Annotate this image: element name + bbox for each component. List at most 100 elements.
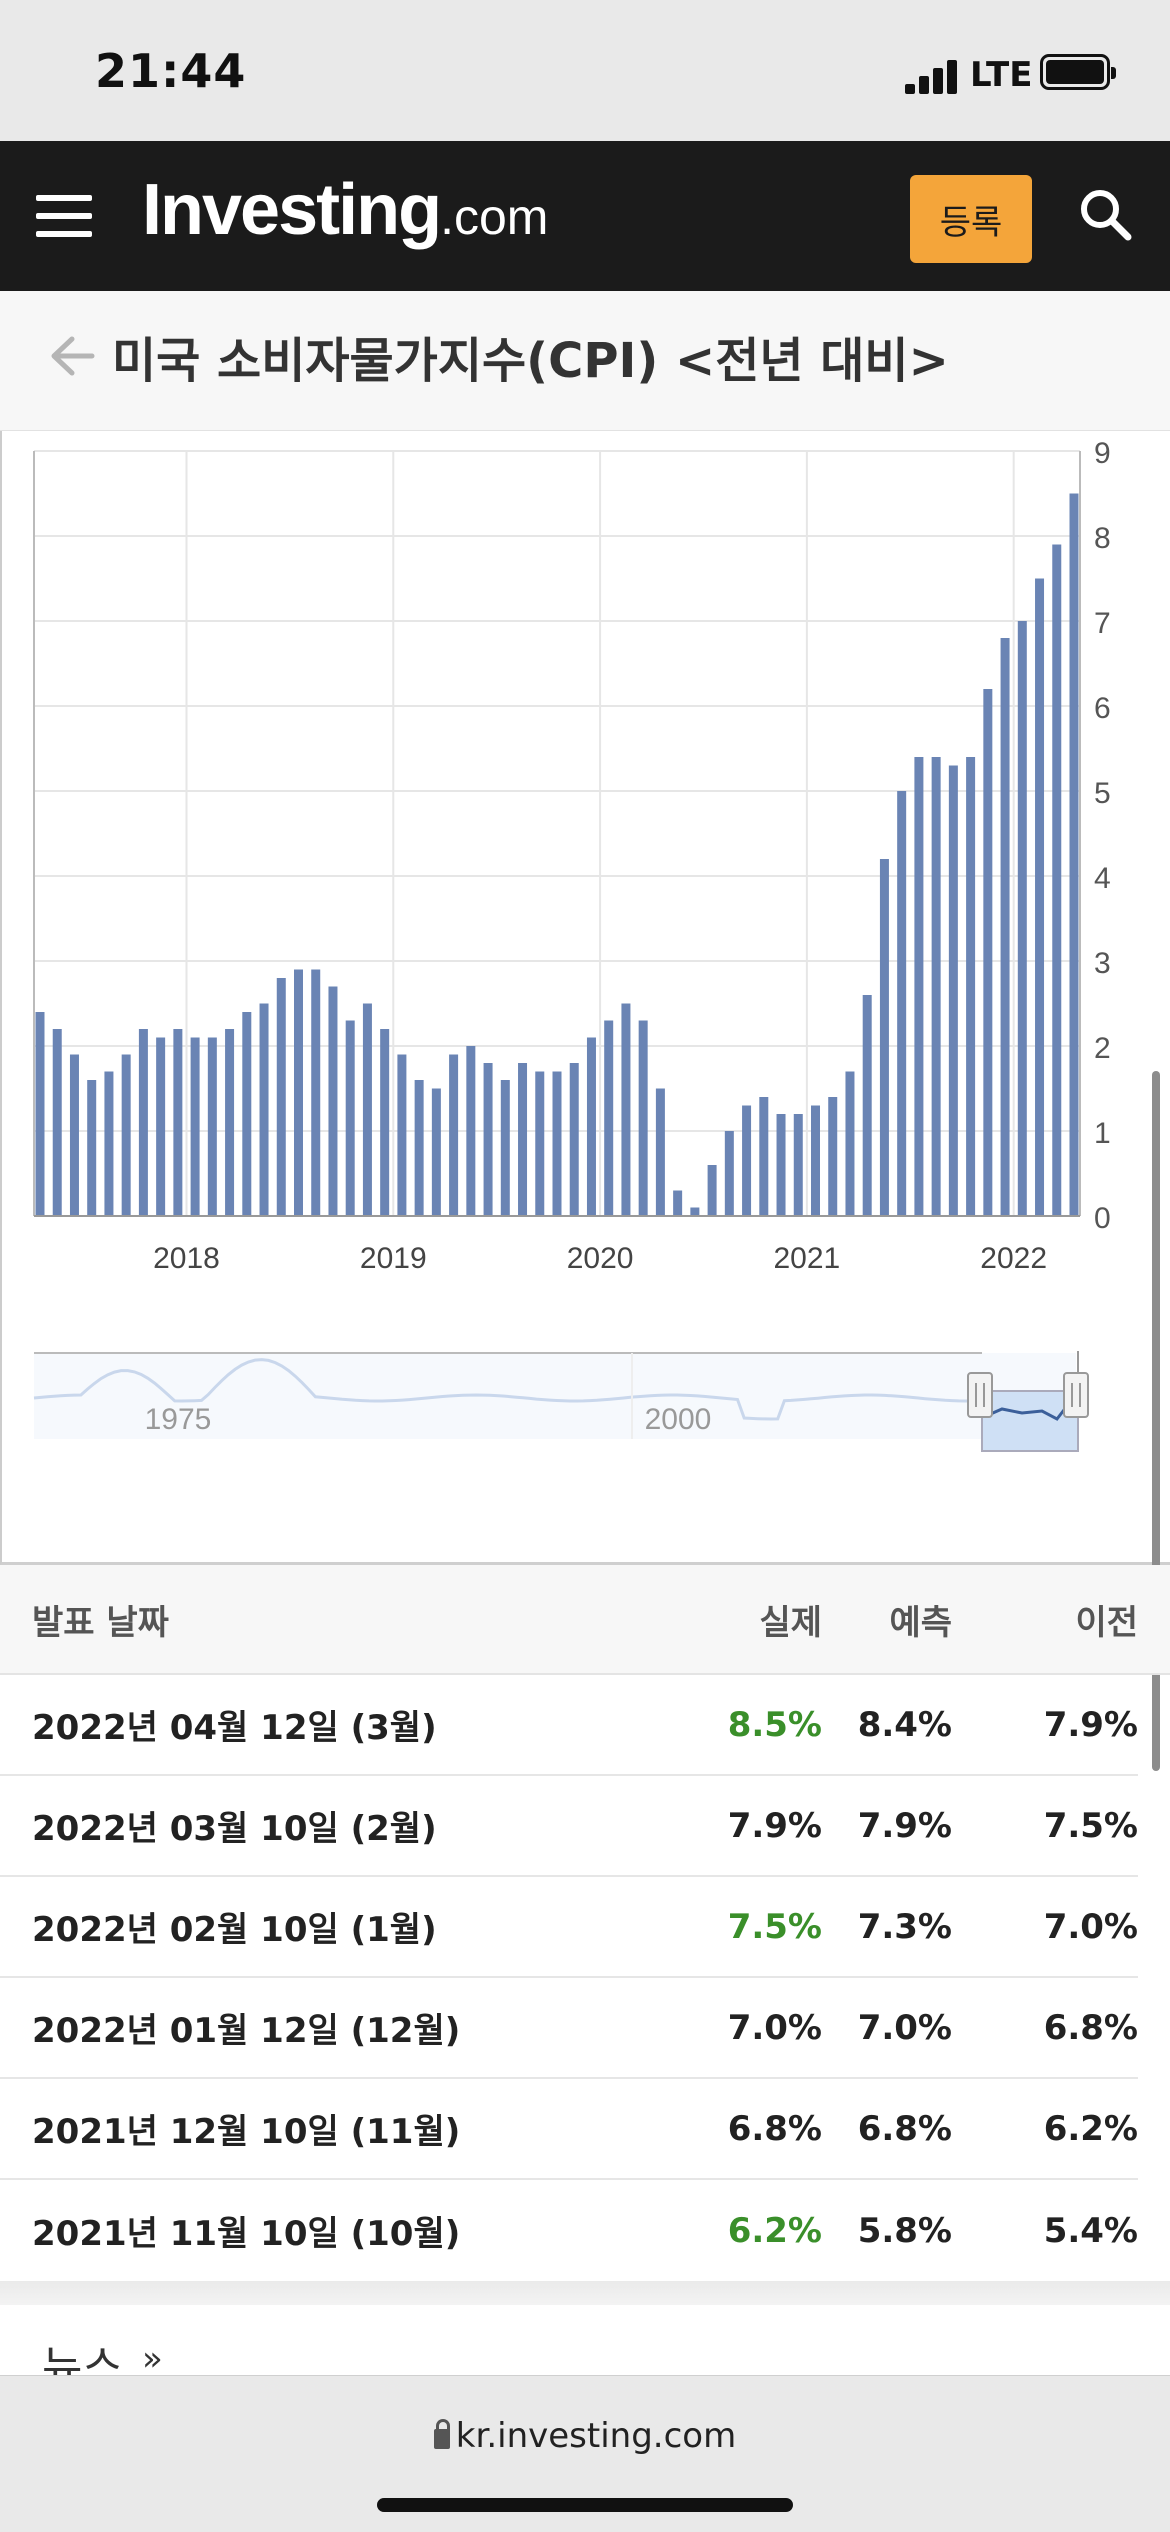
logo-main: Investing xyxy=(142,170,442,250)
row-actual: 7.9% xyxy=(727,1805,822,1846)
bar xyxy=(845,1071,855,1216)
x-tick-label: 2019 xyxy=(360,1242,427,1275)
status-bar: 21:44 LTE xyxy=(0,0,1170,141)
cpi-chart[interactable]: 0 1 2 3 4 5 6 7 8 9 2018 2019 2020 2021 2022 1975 2000 xyxy=(0,431,1170,1771)
app-header: Investing.com 등록 xyxy=(0,141,1170,291)
y-tick-label: 7 xyxy=(1094,607,1111,640)
row-previous: 7.9% xyxy=(1043,1704,1138,1745)
bar xyxy=(311,969,321,1216)
bar xyxy=(931,757,941,1216)
bar xyxy=(948,765,958,1216)
navigator-series xyxy=(33,1358,972,1421)
bar xyxy=(1052,544,1062,1216)
url-bar[interactable]: kr.investing.com xyxy=(0,2416,1170,2456)
bar xyxy=(655,1088,665,1216)
bar xyxy=(414,1080,424,1216)
table-row: 2022년 03월 10일 (2월) 7.9% 7.9% 7.5% xyxy=(0,1776,1138,1877)
back-arrow-icon[interactable] xyxy=(46,331,96,381)
search-icon[interactable] xyxy=(1078,187,1132,241)
home-indicator[interactable] xyxy=(377,2498,793,2512)
table-row: 2022년 04월 12일 (3월) 8.5% 8.4% 7.9% xyxy=(0,1675,1138,1776)
bar xyxy=(380,1029,390,1216)
x-tick-label: 2021 xyxy=(774,1242,841,1275)
row-forecast: 7.3% xyxy=(857,1906,952,1947)
row-date: 2022년 02월 10일 (1월) xyxy=(32,1910,437,1950)
bar xyxy=(759,1097,769,1216)
y-tick-label: 0 xyxy=(1094,1202,1111,1235)
row-forecast: 5.8% xyxy=(857,2210,952,2251)
bar xyxy=(897,791,907,1216)
x-tick-label: 2022 xyxy=(980,1242,1047,1275)
y-tick-label: 9 xyxy=(1094,437,1111,470)
y-tick-label: 1 xyxy=(1094,1117,1111,1150)
row-forecast: 7.9% xyxy=(857,1805,952,1846)
news-section-link[interactable]: 뉴스 » xyxy=(0,2305,1170,2393)
bar xyxy=(862,995,872,1216)
bar xyxy=(397,1054,407,1216)
logo-suffix: .com xyxy=(440,189,549,245)
status-time: 21:44 xyxy=(95,44,247,98)
row-date: 2022년 04월 12일 (3월) xyxy=(32,1708,437,1748)
bar xyxy=(742,1105,752,1216)
x-tick-label: 2020 xyxy=(567,1242,634,1275)
news-arrow-icon: » xyxy=(142,2339,163,2379)
bar xyxy=(328,986,338,1216)
bar xyxy=(983,689,993,1216)
navigator-label: 1975 xyxy=(145,1403,212,1436)
bar xyxy=(87,1080,97,1216)
row-date: 2021년 12월 10일 (11월) xyxy=(32,2112,461,2152)
bar xyxy=(259,1003,269,1216)
bar xyxy=(483,1063,493,1216)
header-previous: 이전 xyxy=(1075,1602,1138,1643)
lock-icon xyxy=(433,2419,450,2449)
release-table: 발표 날짜 실제 예측 이전 2022년 04월 12일 (3월) 8.5% 8… xyxy=(0,1565,1170,2307)
row-actual: 7.0% xyxy=(727,2007,822,2048)
y-tick-label: 3 xyxy=(1094,947,1111,980)
bar xyxy=(276,978,286,1216)
investing-logo[interactable]: Investing.com xyxy=(142,169,548,251)
chart-svg[interactable]: 0 1 2 3 4 5 6 7 8 9 2018 2019 2020 2021 2022 1975 2000 xyxy=(2,431,1170,1562)
row-date: 2021년 11월 10일 (10월) xyxy=(32,2214,461,2254)
bar xyxy=(138,1029,148,1216)
bar xyxy=(500,1080,510,1216)
y-tick-label: 2 xyxy=(1094,1032,1111,1065)
navigator-selection xyxy=(981,1390,1079,1452)
bar xyxy=(190,1037,200,1216)
bar xyxy=(466,1046,476,1216)
row-actual: 8.5% xyxy=(727,1704,822,1745)
bar xyxy=(1017,621,1027,1216)
bar xyxy=(707,1165,717,1216)
bar xyxy=(431,1088,441,1216)
table-row: 2022년 02월 10일 (1월) 7.5% 7.3% 7.0% xyxy=(0,1877,1138,1978)
row-date: 2022년 01월 12일 (12월) xyxy=(32,2011,461,2051)
y-tick-label: 6 xyxy=(1094,692,1111,725)
hamburger-menu-icon[interactable] xyxy=(36,195,92,237)
bar xyxy=(207,1037,217,1216)
row-forecast: 6.8% xyxy=(857,2108,952,2149)
bar xyxy=(173,1029,183,1216)
row-actual: 6.2% xyxy=(727,2210,822,2251)
bar xyxy=(879,859,889,1216)
header-actual: 실제 xyxy=(759,1602,822,1643)
navigator-label: 2000 xyxy=(645,1403,712,1436)
bar xyxy=(690,1207,700,1216)
bar xyxy=(242,1012,252,1216)
bar xyxy=(535,1071,545,1216)
x-tick-label: 2018 xyxy=(153,1242,220,1275)
row-previous: 5.4% xyxy=(1043,2210,1138,2251)
title-row: 미국 소비자물가지수(CPI) <전년 대비> xyxy=(0,291,1170,431)
register-button[interactable]: 등록 xyxy=(910,175,1032,263)
y-tick-label: 4 xyxy=(1094,862,1111,895)
table-row: 2021년 12월 10일 (11월) 6.8% 6.8% 6.2% xyxy=(0,2079,1138,2180)
table-row: 2022년 01월 12일 (12월) 7.0% 7.0% 6.8% xyxy=(0,1978,1138,2079)
page-scrollbar[interactable] xyxy=(1152,1071,1160,1771)
page-title: 미국 소비자물가지수(CPI) <전년 대비> xyxy=(112,333,949,389)
signal-icon xyxy=(905,58,961,94)
bar xyxy=(1069,493,1079,1216)
battery-icon xyxy=(1040,54,1116,90)
bar xyxy=(1000,638,1010,1216)
table-row: 2021년 11월 10일 (10월) 6.2% 5.8% 5.4% xyxy=(0,2180,1138,2281)
bar xyxy=(604,1020,614,1216)
bar xyxy=(518,1063,528,1216)
row-actual: 7.5% xyxy=(727,1906,822,1947)
